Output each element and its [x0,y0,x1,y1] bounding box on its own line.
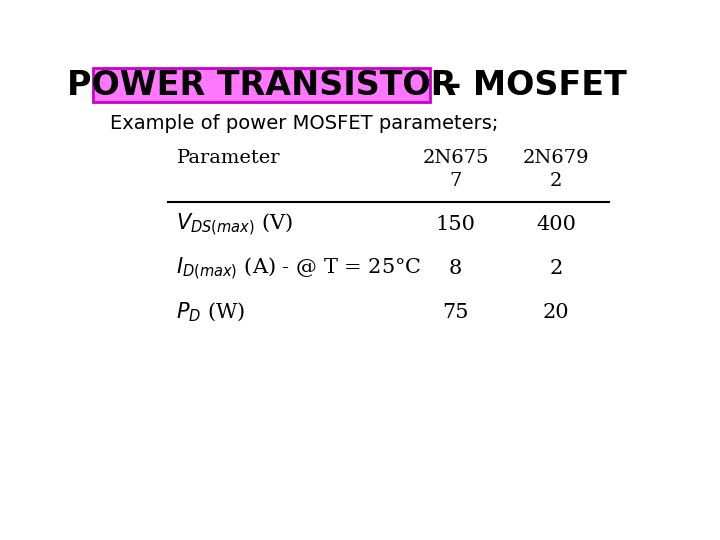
Text: Parameter: Parameter [176,150,280,167]
Text: $I_{D(max)}$ (A) - @ T = 25°C: $I_{D(max)}$ (A) - @ T = 25°C [176,255,422,282]
Text: 75: 75 [442,303,469,322]
Text: $V_{DS(max)}$ (V): $V_{DS(max)}$ (V) [176,212,294,238]
Text: 2: 2 [549,259,562,278]
Text: 20: 20 [543,303,570,322]
Text: 150: 150 [436,215,475,234]
Text: – MOSFET: – MOSFET [433,69,627,102]
Text: 400: 400 [536,215,576,234]
Text: 2N679: 2N679 [523,150,589,167]
Text: POWER TRANSISTOR: POWER TRANSISTOR [67,69,456,102]
Text: 2: 2 [550,172,562,190]
FancyBboxPatch shape [93,68,431,102]
Text: $P_{D}$ (W): $P_{D}$ (W) [176,301,246,324]
Text: Example of power MOSFET parameters;: Example of power MOSFET parameters; [109,113,498,132]
Text: 8: 8 [449,259,462,278]
Text: 2N675: 2N675 [422,150,489,167]
Text: 7: 7 [449,172,462,190]
